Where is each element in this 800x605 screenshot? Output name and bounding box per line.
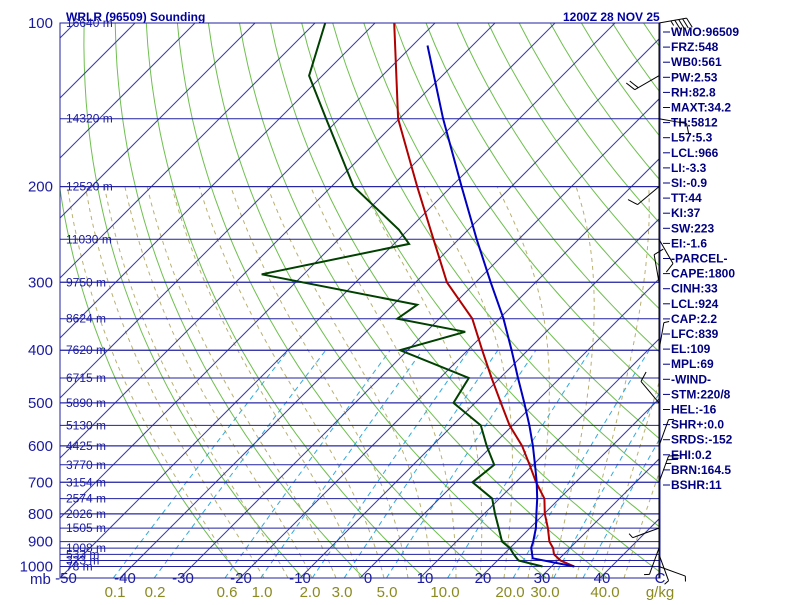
stat-item: TT:44 xyxy=(671,191,702,205)
chart-time: 1200Z 28 NOV 25 xyxy=(563,10,660,24)
stat-item: SI:-0.9 xyxy=(671,176,707,190)
mixing-ratio-tick-label: 30.0 xyxy=(530,584,559,600)
stat-item: BSHR:11 xyxy=(671,478,722,492)
stat-item: LI:-3.3 xyxy=(671,161,707,175)
stat-item: MAXT:34.2 xyxy=(671,101,731,115)
height-label: 16640 m xyxy=(66,16,113,30)
stat-item: MPL:69 xyxy=(671,357,714,371)
stat-item: CAP:2.2 xyxy=(671,312,717,326)
pressure-tick-label: 600 xyxy=(28,438,53,455)
stat-item: WMO:96509 xyxy=(671,25,739,39)
mixing-ratio-tick-label: 3.0 xyxy=(332,584,353,600)
pressure-unit-label: mb xyxy=(30,571,51,588)
stat-item: WB0:561 xyxy=(671,55,722,69)
stat-item: L57:5.3 xyxy=(671,131,713,145)
height-label: 7620 m xyxy=(66,343,106,357)
pressure-tick-label: 700 xyxy=(28,474,53,491)
height-label: 2574 m xyxy=(66,492,106,506)
stat-item: RH:82.8 xyxy=(671,85,716,99)
stat-item: SW:223 xyxy=(671,221,714,235)
height-label: 1008 m xyxy=(66,541,106,555)
height-label: 3770 m xyxy=(66,458,106,472)
height-label: 5130 m xyxy=(66,418,106,432)
pressure-tick-label: 500 xyxy=(28,395,53,412)
height-label: 12520 m xyxy=(66,180,113,194)
mixing-ratio-tick-label: 0.6 xyxy=(217,584,238,600)
height-label: 3154 m xyxy=(66,475,106,489)
pressure-tick-label: 800 xyxy=(28,506,53,523)
mixing-ratio-tick-label: 40.0 xyxy=(590,584,619,600)
stat-item: STM:220/8 xyxy=(671,387,731,401)
mixing-ratio-tick-label: 1.0 xyxy=(252,584,273,600)
mixing-ratio-tick-label: 10.0 xyxy=(430,584,459,600)
stat-item: -PARCEL- xyxy=(671,252,727,266)
pressure-tick-label: 900 xyxy=(28,534,53,551)
stat-item: SHR+:0.0 xyxy=(671,418,724,432)
stat-item: PW:2.53 xyxy=(671,70,718,84)
stat-item: FRZ:548 xyxy=(671,40,719,54)
temperature-tick-label: -30 xyxy=(172,570,194,587)
mixing-ratio-tick-label: 20.0 xyxy=(495,584,524,600)
height-label: 11030 m xyxy=(66,232,112,246)
height-label: 2026 m xyxy=(66,507,106,521)
pressure-tick-label: 300 xyxy=(28,274,53,291)
stat-item: LFC:839 xyxy=(671,327,719,341)
height-label: 14320 m xyxy=(66,112,113,126)
height-label: 5890 m xyxy=(66,396,106,410)
stat-item: LCL:924 xyxy=(671,297,719,311)
mixing-ratio-tick-label: 2.0 xyxy=(300,584,321,600)
pressure-tick-label: 400 xyxy=(28,342,53,359)
temperature-tick-label: 20 xyxy=(475,570,492,587)
stat-item: HEL:-16 xyxy=(671,403,717,417)
height-label: 8624 m xyxy=(66,312,106,326)
stat-item: EI:-1.6 xyxy=(671,236,707,250)
stat-item: EL:109 xyxy=(671,342,711,356)
mixing-ratio-tick-label: 0.1 xyxy=(105,584,126,600)
stat-item: BRN:164.5 xyxy=(671,463,731,477)
stat-item: TH:5812 xyxy=(671,116,718,130)
stat-item: CINH:33 xyxy=(671,282,718,296)
stat-item: SRDS:-152 xyxy=(671,433,733,447)
height-label: 1505 m xyxy=(66,521,106,535)
pressure-tick-label: 200 xyxy=(28,179,53,196)
temperature-tick-label: 0 xyxy=(364,570,372,587)
mixing-ratio-tick-label: g/kg xyxy=(646,584,674,600)
pressure-tick-label: 100 xyxy=(28,15,53,32)
stat-item: -WIND- xyxy=(671,372,711,386)
mixing-ratio-tick-label: 5.0 xyxy=(377,584,398,600)
height-label: 4425 m xyxy=(66,439,106,453)
mixing-ratio-tick-label: 0.2 xyxy=(145,584,166,600)
stat-item: CAPE:1800 xyxy=(671,267,735,281)
stat-item: KI:37 xyxy=(671,206,701,220)
stat-item: LCL:966 xyxy=(671,146,719,160)
height-label: 9750 m xyxy=(66,275,106,289)
height-label: 6715 m xyxy=(66,371,106,385)
temperature-tick-label: -50 xyxy=(55,570,77,587)
